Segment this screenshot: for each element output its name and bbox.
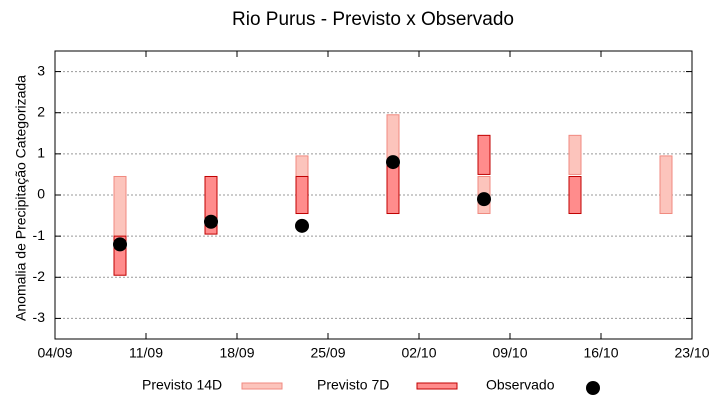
x-tick-label: 02/10 bbox=[401, 345, 436, 361]
range-box bbox=[113, 175, 127, 237]
observed-point bbox=[295, 218, 309, 233]
x-tick-label: 11/09 bbox=[129, 345, 163, 361]
x-tick-label: 16/10 bbox=[583, 345, 618, 361]
observed-point bbox=[204, 214, 218, 229]
y-tick-label: -2 bbox=[33, 268, 46, 284]
legend-label: Observado bbox=[486, 377, 555, 393]
legend-swatch bbox=[416, 382, 458, 390]
legend-swatch bbox=[586, 381, 600, 395]
range-box bbox=[568, 175, 582, 215]
y-axis-label: Anomalia de Precipitação Categorizada bbox=[13, 75, 29, 321]
y-tick-label: 3 bbox=[37, 62, 45, 78]
y-tick-label: 2 bbox=[37, 103, 45, 119]
legend-swatch bbox=[241, 382, 283, 390]
x-tick-label: 09/10 bbox=[492, 345, 527, 361]
observed-point bbox=[386, 155, 400, 170]
chart-title: Rio Purus - Previsto x Observado bbox=[232, 9, 514, 30]
y-tick-label: -3 bbox=[33, 309, 46, 325]
observed-point bbox=[113, 237, 127, 252]
y-tick-label: -1 bbox=[33, 227, 46, 243]
y-tick-label: 1 bbox=[37, 145, 45, 161]
range-box bbox=[659, 155, 673, 215]
x-tick-label: 18/09 bbox=[219, 345, 254, 361]
range-box bbox=[477, 134, 491, 175]
x-tick-label: 25/09 bbox=[310, 345, 345, 361]
range-box bbox=[295, 175, 309, 215]
x-tick-label: 04/09 bbox=[37, 345, 72, 361]
legend-label: Previsto 14D bbox=[142, 377, 222, 393]
range-box bbox=[568, 134, 582, 175]
x-tick-label: 23/10 bbox=[674, 345, 709, 361]
y-tick-label: 0 bbox=[37, 186, 45, 202]
observed-point bbox=[477, 192, 491, 207]
plot-frame bbox=[54, 50, 693, 340]
legend-label: Previsto 7D bbox=[317, 377, 389, 393]
